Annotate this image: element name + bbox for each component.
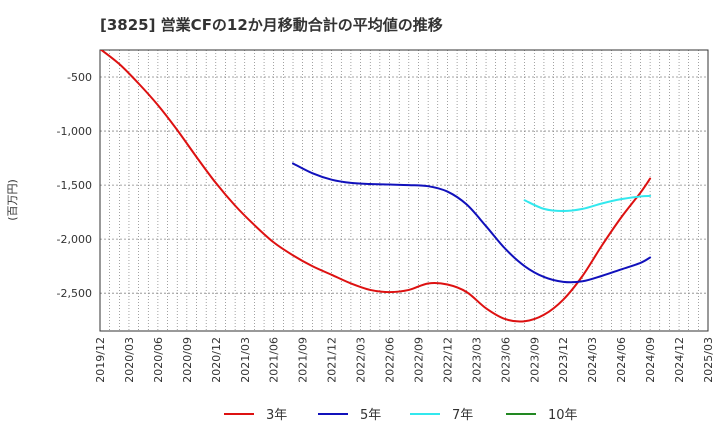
x-tick-label: 2021/12 — [326, 337, 339, 383]
legend-label-2: 7年 — [452, 408, 473, 423]
x-tick-label: 2023/06 — [499, 337, 512, 383]
x-tick-label: 2024/06 — [615, 337, 628, 383]
legend-label-0: 3年 — [266, 408, 287, 423]
chart-title: [3825] 営業CFの12か月移動合計の平均値の推移 — [100, 16, 443, 34]
y-tick-label: -500 — [67, 71, 92, 84]
x-tick-label: 2023/09 — [528, 337, 541, 383]
x-tick-label: 2020/09 — [181, 337, 194, 383]
x-tick-label: 2020/12 — [210, 337, 223, 383]
y-axis-label: (百万円) — [6, 179, 19, 221]
x-tick-label: 2019/12 — [94, 337, 107, 383]
y-tick-label: -2,500 — [57, 287, 92, 300]
series-line-2 — [523, 194, 652, 213]
x-tick-label: 2024/03 — [586, 337, 599, 383]
plot-background — [100, 50, 708, 331]
x-tick-label: 2023/03 — [470, 337, 483, 383]
y-tick-label: -1,000 — [57, 125, 92, 138]
x-tick-label: 2021/03 — [239, 337, 252, 383]
x-tick-label: 2020/06 — [152, 337, 165, 383]
series-line-1 — [292, 162, 652, 284]
plot-border — [99, 49, 709, 332]
x-tick-label: 2021/09 — [297, 337, 310, 383]
y-tick-label: -2,000 — [57, 233, 92, 246]
x-tick-label: 2020/03 — [123, 337, 136, 383]
x-tick-label: 2023/12 — [557, 337, 570, 383]
legend-label-3: 10年 — [548, 408, 578, 423]
x-tick-label: 2022/09 — [412, 337, 425, 383]
plot-area: -500 -1,000 -1,500 -2,000 -2,500 2019/12 2020/… — [57, 49, 715, 383]
y-tick-label: -1,500 — [57, 179, 92, 192]
x-tick-label: 2025/03 — [702, 337, 715, 383]
series-line-0 — [100, 50, 652, 323]
x-tick-label: 2024/12 — [673, 337, 686, 383]
legend-label-1: 5年 — [360, 408, 381, 423]
x-tick-label: 2021/06 — [268, 337, 281, 383]
x-tick-label: 2024/09 — [644, 337, 657, 383]
x-tick-label: 2022/06 — [384, 337, 397, 383]
x-tick-label: 2022/03 — [355, 337, 368, 383]
x-tick-label: 2022/12 — [441, 337, 454, 383]
legend: 3年 5年 7年 10年 — [224, 408, 578, 423]
